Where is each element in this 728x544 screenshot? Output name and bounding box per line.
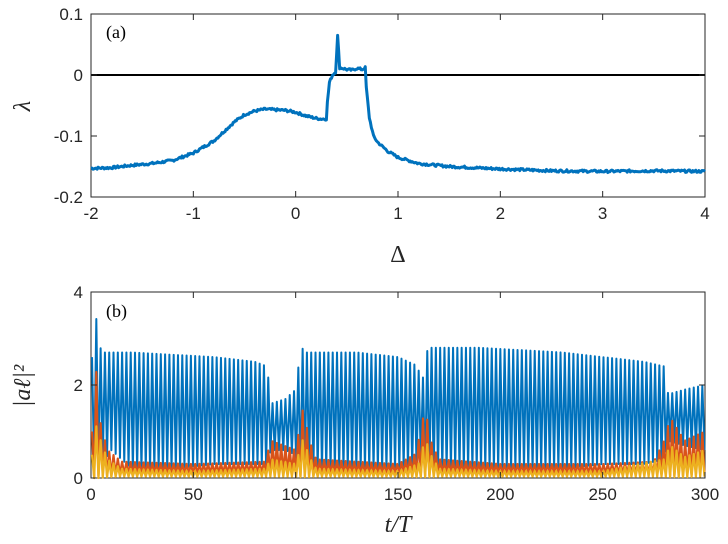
- panel-a-ytick-label: -0.1: [54, 127, 83, 146]
- panel-b-label: (b): [106, 301, 127, 322]
- panel-b: 0 50 100 150 200 250 300 0 2 4 (b) t/T |aℓ|²: [10, 283, 719, 538]
- panel-b-series-line-1: [91, 317, 706, 475]
- panel-a-ylabel: λ: [10, 101, 36, 112]
- panel-a-xtick-label: -1: [186, 204, 201, 223]
- panel-a-xtick-label: 0: [291, 204, 300, 223]
- panel-b-xtick-label: 250: [588, 485, 616, 504]
- panel-a-xtick-label: 1: [393, 204, 402, 223]
- panel-a-series-line: [90, 33, 706, 175]
- panel-b-xtick-label: 50: [184, 485, 203, 504]
- panel-a-ytick-label: 0: [74, 66, 83, 85]
- panel-b-ylabel: |aℓ|²: [10, 364, 36, 407]
- panel-b-xlabel: t/T: [385, 512, 413, 538]
- panel-b-xtick-label: 150: [384, 485, 412, 504]
- panel-a-ytick-label: -0.2: [54, 188, 83, 207]
- panel-a-xtick-label: 2: [496, 204, 505, 223]
- panel-a-xlabel: Δ: [390, 242, 405, 268]
- panel-a-xtick-label: 4: [700, 204, 709, 223]
- panel-b-ytick-label: 2: [74, 376, 83, 395]
- panel-a-xtick-label: 3: [598, 204, 607, 223]
- panel-a-label: (a): [106, 22, 126, 43]
- panel-b-xtick-label: 100: [281, 485, 309, 504]
- panel-a-xtick-label: -2: [83, 204, 98, 223]
- panel-b-ytick-label: 4: [74, 283, 83, 302]
- panel-a-ticks: -2 -1 0 1 2 3 4 -0.2 -0.1 0 0.1: [54, 5, 710, 223]
- panel-b-series-line-2: [90, 370, 706, 480]
- panel-b-xtick-label: 200: [486, 485, 514, 504]
- panel-b-series-group: [90, 317, 706, 480]
- panel-b-xtick-label: 300: [691, 485, 719, 504]
- panel-b-xtick-label: 0: [86, 485, 95, 504]
- panel-a-series-group: [90, 33, 706, 175]
- panel-a: -2 -1 0 1 2 3 4 -0.2 -0.1 0 0.1 (a) Δ λ: [10, 5, 710, 268]
- panel-a-ytick-label: 0.1: [59, 5, 83, 24]
- panel-b-ytick-label: 0: [74, 469, 83, 488]
- panel-b-ticks: 0 50 100 150 200 250 300 0 2 4: [74, 283, 720, 504]
